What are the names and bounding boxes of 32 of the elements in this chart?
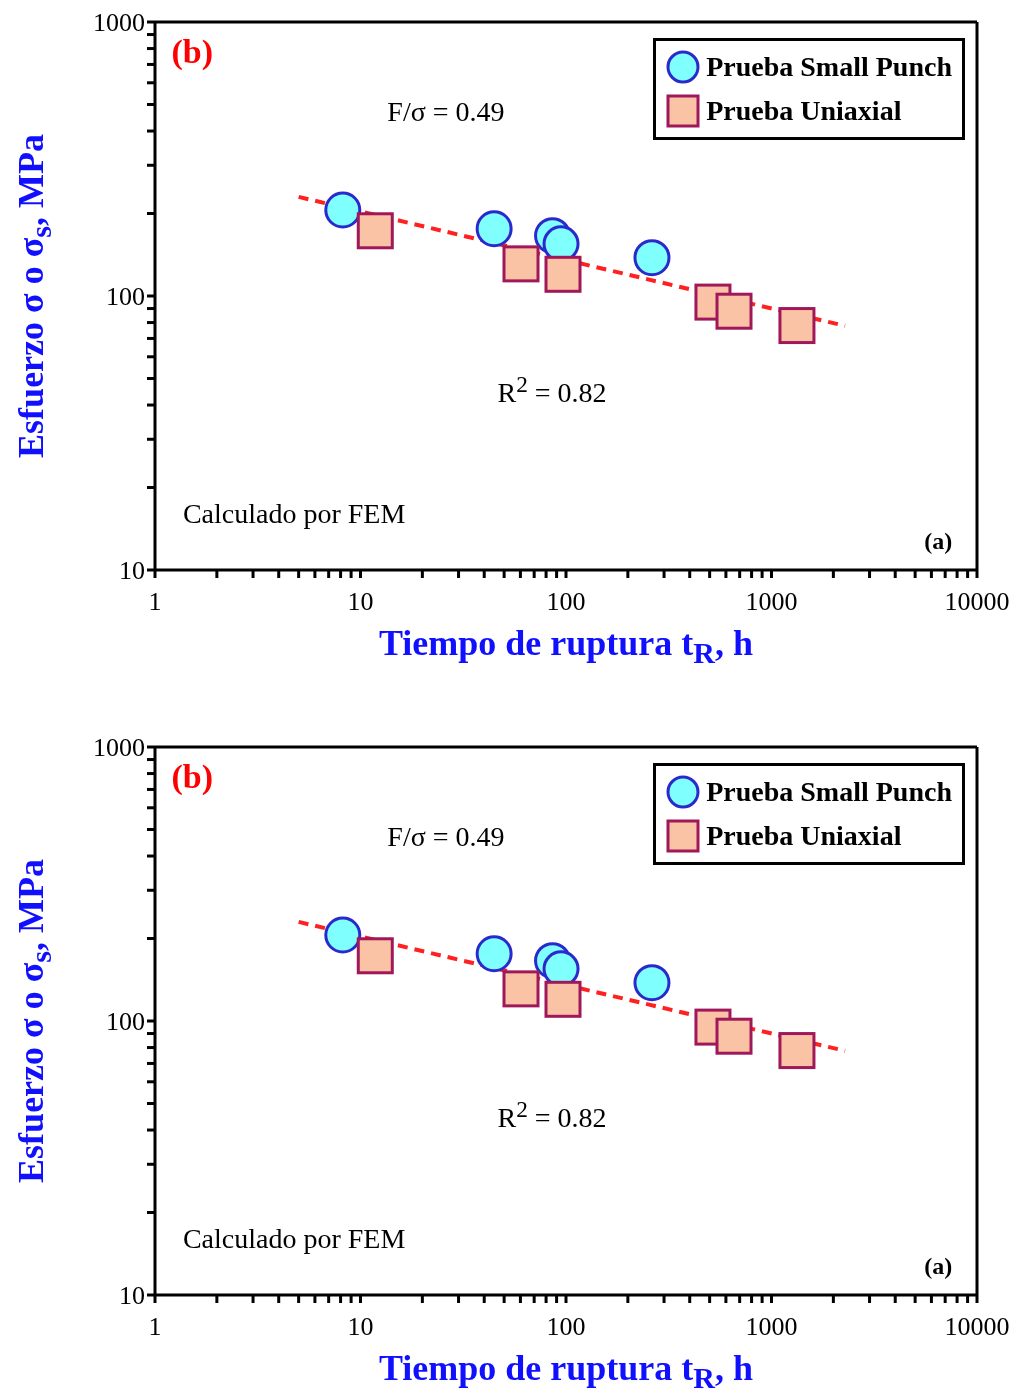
annotation: F/σ = 0.49 [387, 820, 505, 853]
annotation: (b) [171, 33, 213, 72]
annotation: Calculado por FEM [182, 498, 406, 531]
x-tick-label: 10000 [944, 1312, 1010, 1342]
annotation: (b) [171, 758, 213, 797]
annotation: (a) [924, 527, 953, 555]
annotation: F/σ = 0.49 [387, 95, 505, 128]
x-tick-label: 100 [546, 587, 586, 617]
x-axis-title: Tiempo de ruptura t$_{R}$, h [378, 1347, 754, 1396]
x-axis-title: Tiempo de ruptura t$_{R}$, h [378, 622, 754, 671]
x-tick-label: 100 [546, 1312, 586, 1342]
y-tick-label: 10 [119, 556, 145, 586]
legend-label: Prueba Uniaxial [706, 820, 902, 852]
legend-label: Prueba Small Punch [706, 51, 952, 83]
x-tick-label: 1000 [745, 587, 798, 617]
annotation: (a) [924, 1252, 953, 1280]
x-tick-label: 10 [347, 587, 374, 617]
x-tick-label: 10000 [944, 587, 1010, 617]
legend-label: Prueba Small Punch [706, 776, 952, 808]
annotation: R$^{2}$ = 0.82 [497, 1096, 607, 1135]
x-tick-label: 1 [148, 587, 162, 617]
x-tick-label: 1 [148, 1312, 162, 1342]
legend-label: Prueba Uniaxial [706, 95, 902, 127]
x-tick-label: 10 [347, 1312, 374, 1342]
x-tick-label: 1000 [745, 1312, 798, 1342]
annotation: Calculado por FEM [182, 1223, 406, 1256]
annotation: R$^{2}$ = 0.82 [497, 371, 607, 410]
y-tick-label: 1000 [93, 733, 145, 763]
y-tick-label: 1000 [93, 8, 145, 38]
y-tick-label: 100 [106, 1007, 145, 1037]
y-tick-label: 100 [106, 282, 145, 312]
y-tick-label: 10 [119, 1281, 145, 1311]
